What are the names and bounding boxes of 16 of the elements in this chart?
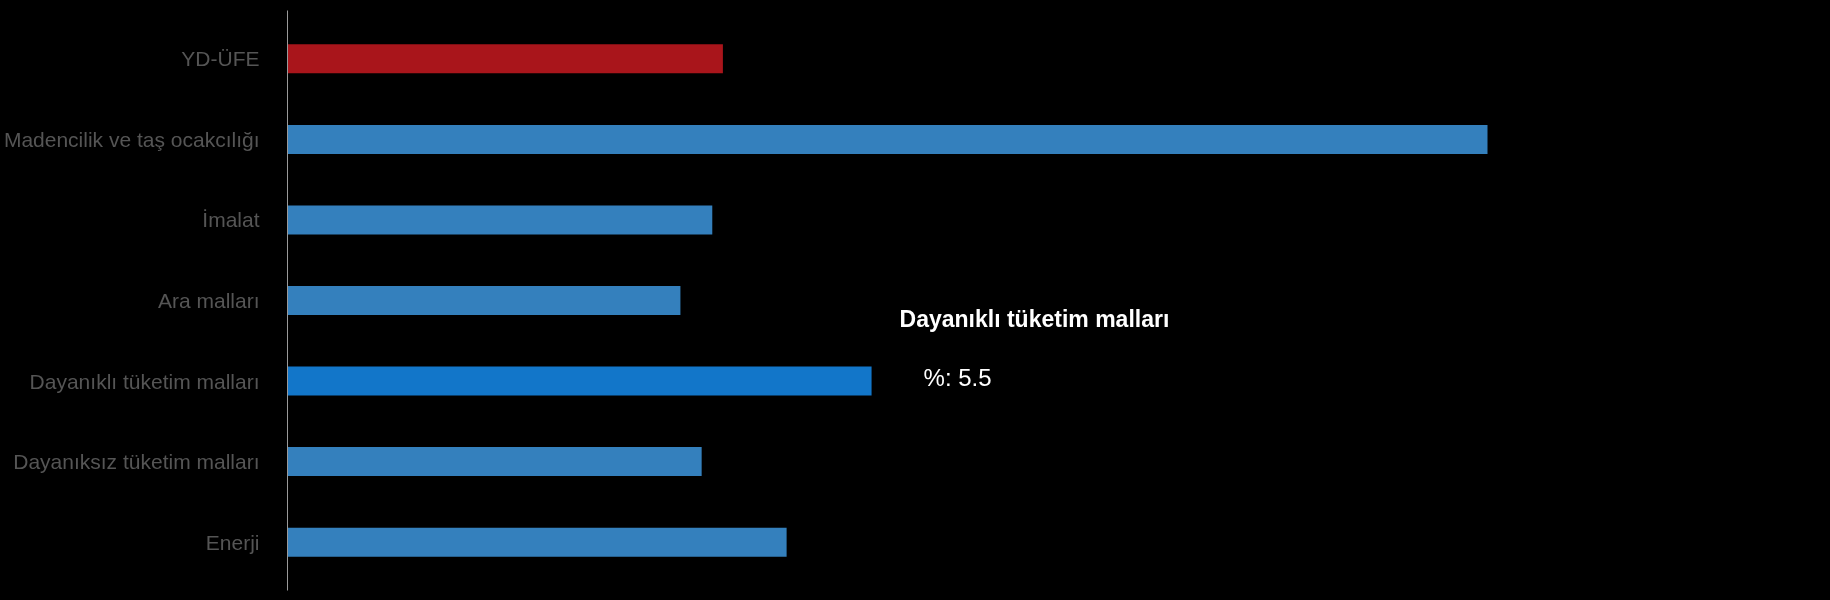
- y-tick-label: YD-ÜFE: [181, 47, 260, 71]
- y-tick-label: Dayanıksız tüketim malları: [13, 450, 260, 474]
- y-tick-label: Enerji: [205, 530, 260, 554]
- bar: [287, 44, 723, 74]
- bar: [287, 286, 681, 315]
- bar: [287, 447, 702, 477]
- y-tick-label: İmalat: [202, 208, 260, 232]
- annotation: Dayanıklı tüketim malları: [899, 306, 1170, 333]
- y-tick-label: Ara malları: [157, 289, 260, 312]
- y-tick-label: Madencilik ve taş ocakcılığı: [3, 127, 260, 151]
- bar: [287, 205, 713, 235]
- data-label: %: 5.5: [923, 363, 992, 391]
- bar: [287, 527, 787, 557]
- y-tick-label: Dayanıklı tüketim malları: [29, 369, 260, 393]
- bar: [287, 366, 872, 396]
- bar: [287, 124, 1488, 154]
